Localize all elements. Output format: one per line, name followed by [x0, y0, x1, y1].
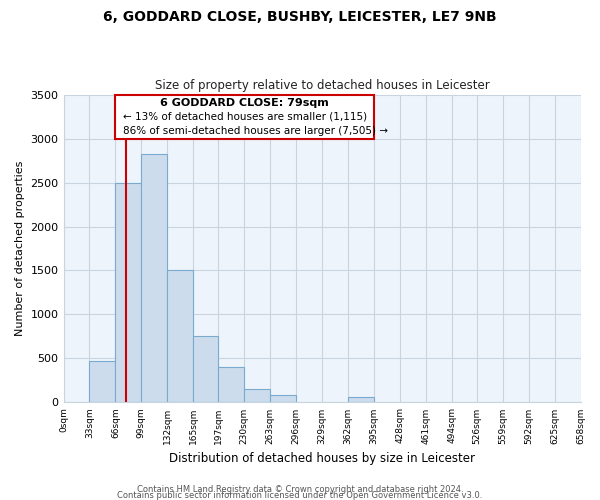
- Text: 86% of semi-detached houses are larger (7,505) →: 86% of semi-detached houses are larger (…: [123, 126, 388, 136]
- Bar: [270, 396, 296, 402]
- Bar: [193, 336, 218, 402]
- Bar: [142, 154, 167, 402]
- Bar: [115, 182, 142, 402]
- Bar: [348, 397, 374, 402]
- Bar: [167, 270, 193, 402]
- Bar: [89, 361, 115, 403]
- Text: Contains HM Land Registry data © Crown copyright and database right 2024.: Contains HM Land Registry data © Crown c…: [137, 484, 463, 494]
- Text: 6, GODDARD CLOSE, BUSHBY, LEICESTER, LE7 9NB: 6, GODDARD CLOSE, BUSHBY, LEICESTER, LE7…: [103, 10, 497, 24]
- FancyBboxPatch shape: [115, 94, 374, 138]
- Title: Size of property relative to detached houses in Leicester: Size of property relative to detached ho…: [155, 79, 490, 92]
- Text: ← 13% of detached houses are smaller (1,115): ← 13% of detached houses are smaller (1,…: [123, 112, 367, 122]
- Text: 6 GODDARD CLOSE: 79sqm: 6 GODDARD CLOSE: 79sqm: [160, 98, 329, 108]
- Bar: [218, 367, 244, 402]
- Bar: [244, 389, 270, 402]
- Y-axis label: Number of detached properties: Number of detached properties: [15, 161, 25, 336]
- Text: Contains public sector information licensed under the Open Government Licence v3: Contains public sector information licen…: [118, 490, 482, 500]
- X-axis label: Distribution of detached houses by size in Leicester: Distribution of detached houses by size …: [169, 452, 475, 465]
